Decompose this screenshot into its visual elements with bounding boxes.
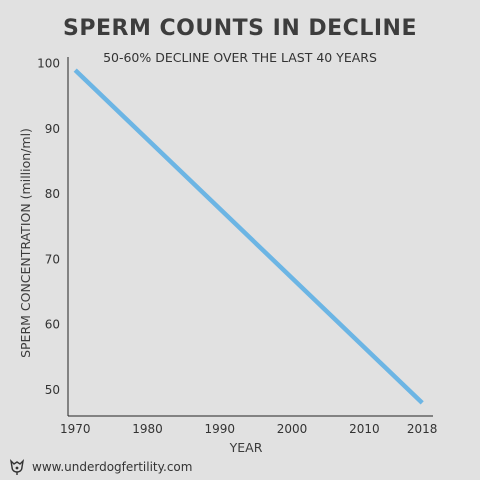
chart-subtitle: 50-60% DECLINE OVER THE LAST 40 YEARS	[103, 50, 377, 65]
y-tick-label: 80	[45, 187, 60, 201]
y-tick-label: 70	[45, 252, 60, 266]
underdog-logo-icon	[9, 458, 25, 475]
x-tick-label: 2000	[277, 422, 308, 436]
chart-title: SPERM COUNTS IN DECLINE	[63, 16, 417, 41]
x-axis-title: YEAR	[229, 440, 263, 455]
footer: www.underdogfertility.com	[8, 458, 192, 476]
x-tick-label: 1990	[205, 422, 236, 436]
x-tick-label: 2018	[407, 422, 438, 436]
y-tick-label: 100	[37, 57, 60, 71]
y-tick-label: 50	[45, 383, 60, 397]
x-tick-label: 1970	[60, 422, 91, 436]
website-link[interactable]: www.underdogfertility.com	[32, 460, 193, 474]
y-tick-labels: 50 60 70 80 90 100	[37, 57, 60, 397]
x-tick-labels: 1970 1980 1990 2000 2010 2018	[60, 422, 437, 436]
y-tick-label: 60	[45, 318, 60, 332]
series-group	[73, 68, 424, 405]
y-tick-label: 90	[45, 122, 60, 136]
x-tick-label: 2010	[349, 422, 380, 436]
y-axis-title: SPERM CONCENTRATION (million/ml)	[18, 128, 33, 358]
x-tick-label: 1980	[132, 422, 163, 436]
decline-line	[73, 68, 424, 405]
